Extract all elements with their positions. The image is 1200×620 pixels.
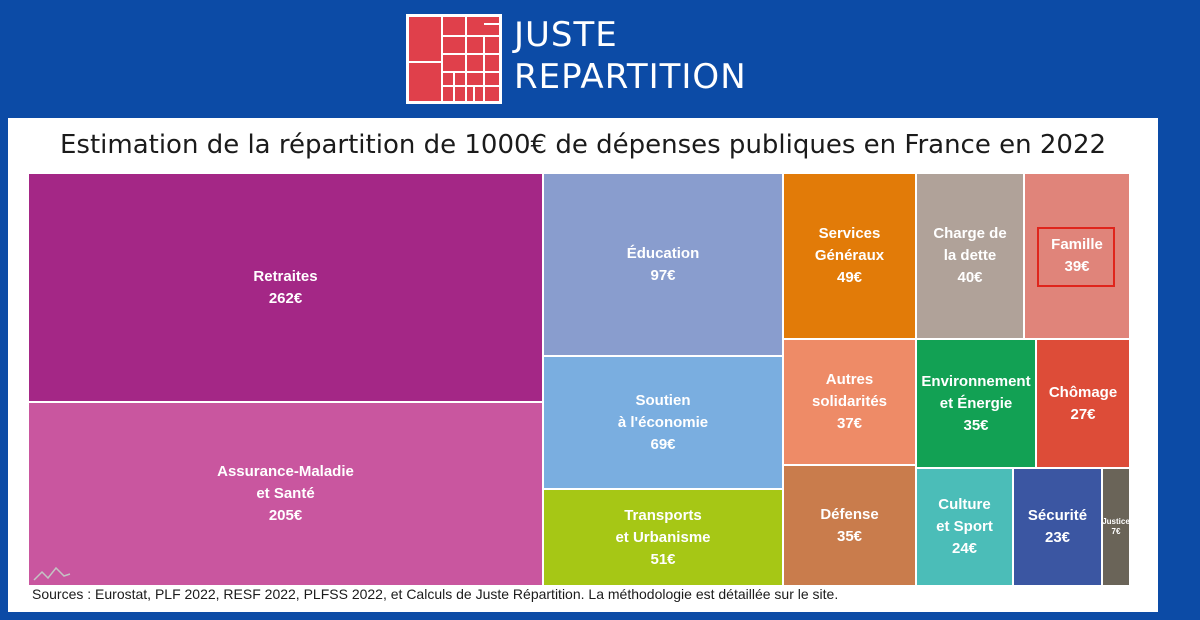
header: JUSTE REPARTITION bbox=[0, 0, 1200, 118]
chart-title: Estimation de la répartition de 1000€ de… bbox=[59, 130, 1107, 160]
tile-label: Soutien à l'économie bbox=[617, 391, 709, 431]
tile-soutien-a-l-economie: Soutien à l'économie 69€ bbox=[543, 356, 783, 489]
tile-label: Défense bbox=[820, 505, 879, 523]
tile-culture-et-sport: Culture et Sport 24€ bbox=[916, 468, 1013, 586]
tile-label: Justice bbox=[1102, 517, 1130, 526]
tile-label: Sécurité bbox=[1027, 507, 1088, 524]
tile-label: Autres solidarités bbox=[811, 371, 888, 410]
tile-label: Éducation bbox=[626, 244, 700, 262]
tile-value: 205€ bbox=[268, 507, 303, 524]
tile-services-generaux: Services Généraux 49€ bbox=[783, 173, 916, 339]
tile-value: 49€ bbox=[836, 269, 863, 286]
tile-value: 23€ bbox=[1044, 529, 1071, 546]
tile-securite: Sécurité 23€ bbox=[1013, 468, 1102, 586]
tile-value: 35€ bbox=[963, 416, 989, 434]
logo-line-1: JUSTE bbox=[514, 15, 618, 55]
tile-label: Environnement et Énergie bbox=[921, 372, 1031, 412]
tile-value: 262€ bbox=[268, 289, 303, 307]
treemap: Retraites 262€ Assurance-Maladie et Santé 2… bbox=[28, 173, 1143, 586]
tile-charge-de-la-dette: Charge de la dette 40€ bbox=[916, 173, 1024, 339]
tile-environnement-et-energie: Environnement et Énergie 35€ bbox=[916, 339, 1036, 468]
tile-value: 39€ bbox=[1064, 258, 1090, 275]
tile-label: Culture et Sport bbox=[936, 496, 993, 535]
tile-label: Retraites bbox=[253, 267, 318, 285]
tile-value: 24€ bbox=[951, 540, 978, 557]
tile-defense: Défense 35€ bbox=[783, 465, 916, 586]
sources-note: Sources : Eurostat, PLF 2022, RESF 2022,… bbox=[32, 586, 839, 602]
watermark-icon bbox=[33, 566, 71, 581]
tile-famille: Famille 39€ bbox=[1024, 173, 1130, 339]
tile-retraites: Retraites 262€ bbox=[28, 173, 543, 402]
logo-wordmark: JUSTE REPARTITION bbox=[514, 14, 747, 98]
tile-transports-et-urbanisme: Transports et Urbanisme 51€ bbox=[543, 489, 783, 586]
tile-value: 7€ bbox=[1111, 527, 1121, 536]
tile-value: 27€ bbox=[1070, 405, 1096, 423]
tile-label: Assurance-Maladie et Santé bbox=[217, 463, 354, 502]
tile-label: Charge de la dette bbox=[933, 225, 1007, 264]
tile-label: Transports et Urbanisme bbox=[615, 506, 711, 546]
tile-value: 69€ bbox=[650, 435, 676, 453]
tile-justice: Justice 7€ bbox=[1102, 468, 1130, 586]
tile-value: 37€ bbox=[836, 415, 863, 432]
tile-label: Services Généraux bbox=[814, 225, 885, 264]
tile-chomage: Chômage 27€ bbox=[1036, 339, 1130, 468]
chart-panel: Estimation de la répartition de 1000€ de… bbox=[8, 118, 1158, 612]
tile-value: 97€ bbox=[650, 266, 676, 284]
logo-icon bbox=[406, 14, 502, 104]
tile-value: 40€ bbox=[957, 269, 983, 286]
highlight-box bbox=[1037, 227, 1115, 287]
logo-line-2: REPARTITION bbox=[514, 57, 747, 97]
tile-value: 51€ bbox=[650, 550, 676, 568]
tile-assurance-maladie-et-sante: Assurance-Maladie et Santé 205€ bbox=[28, 402, 543, 586]
tile-education: Éducation 97€ bbox=[543, 173, 783, 356]
tile-value: 35€ bbox=[836, 527, 863, 545]
tile-autres-solidarites: Autres solidarités 37€ bbox=[783, 339, 916, 465]
tile-label: Chômage bbox=[1048, 383, 1118, 401]
tile-label: Famille bbox=[1051, 236, 1103, 253]
